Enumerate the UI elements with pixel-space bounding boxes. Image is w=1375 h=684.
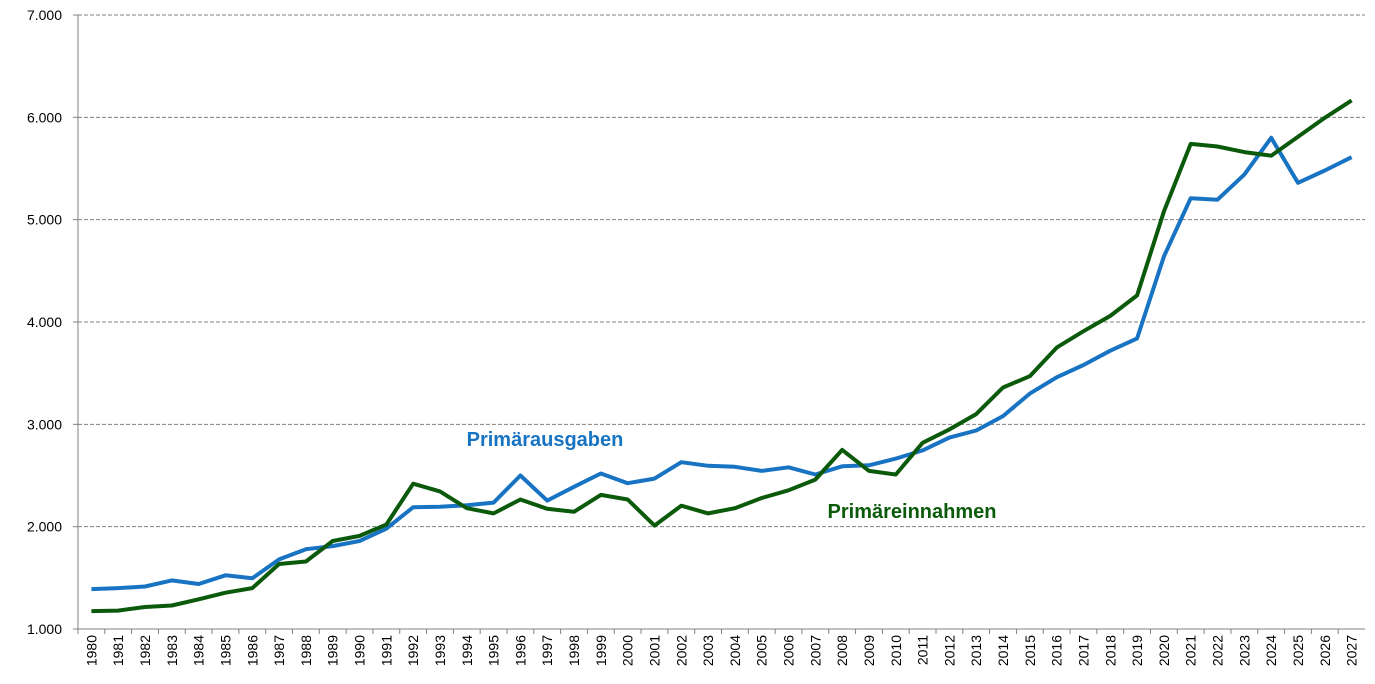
series-line: [91, 98, 1353, 614]
x-tick-label: 1984: [191, 635, 207, 666]
x-tick-label: 2020: [1156, 635, 1172, 666]
x-tick-label: 2027: [1344, 635, 1360, 666]
x-tick-label: 2012: [941, 635, 957, 666]
x-tick-label: 2002: [673, 635, 689, 666]
x-tick-label: 1980: [83, 635, 99, 666]
x-tick-label: 1982: [137, 635, 153, 666]
x-tick-label: 1987: [271, 635, 287, 666]
x-tick-label: 2005: [754, 635, 770, 666]
x-tick-label: 2023: [1236, 635, 1252, 666]
y-tick-label: 1.000: [27, 621, 62, 637]
x-tick-label: 2019: [1129, 635, 1145, 666]
x-tick-label: 2017: [1075, 635, 1091, 666]
x-tick-label: 2024: [1263, 635, 1279, 666]
x-tick-label: 2018: [1102, 635, 1118, 666]
x-tick-label: 1996: [512, 635, 528, 666]
x-tick-label: 2026: [1317, 635, 1333, 666]
x-tick-label: 1994: [459, 635, 475, 666]
x-tick-label: 2016: [1049, 635, 1065, 666]
x-tick-label: 2001: [646, 635, 662, 666]
x-tick-label: 2010: [888, 635, 904, 666]
x-tick-label: 1995: [486, 635, 502, 666]
x-tick-label: 2011: [915, 635, 931, 665]
x-tick-label: 2009: [861, 635, 877, 666]
y-tick-label: 4.000: [27, 314, 62, 330]
series-line: [91, 135, 1353, 592]
x-tick-label: 2007: [807, 635, 823, 666]
y-tick-label: 2.000: [27, 519, 62, 535]
x-tick-label: 2004: [727, 635, 743, 666]
x-tick-label: 2003: [700, 635, 716, 666]
y-tick-label: 5.000: [27, 212, 62, 228]
x-tick-label: 2021: [1183, 635, 1199, 666]
x-tick-label: 1998: [566, 635, 582, 666]
x-tick-label: 1985: [217, 635, 233, 666]
x-tick-label: 1989: [325, 635, 341, 666]
x-tick-label: 2014: [995, 635, 1011, 666]
x-tick-label: 1988: [298, 635, 314, 666]
x-tick-label: 2006: [781, 635, 797, 666]
y-tick-label: 7.000: [27, 7, 62, 23]
x-tick-label: 2000: [620, 635, 636, 666]
x-tick-label: 1992: [405, 635, 421, 666]
x-tick-label: 1981: [110, 635, 126, 666]
x-tick-label: 1993: [432, 635, 448, 666]
x-tick-label: 1997: [539, 635, 555, 666]
y-tick-label: 3.000: [27, 416, 62, 432]
x-tick-label: 1986: [244, 635, 260, 666]
x-tick-label: 2022: [1210, 635, 1226, 666]
x-tick-label: 1990: [352, 635, 368, 666]
series-label: Primärausgaben: [467, 429, 624, 451]
x-tick-label: 2025: [1290, 635, 1306, 666]
y-tick-label: 6.000: [27, 109, 62, 125]
x-tick-label: 2015: [1022, 635, 1038, 666]
x-tick-label: 1983: [164, 635, 180, 666]
x-tick-label: 2008: [834, 635, 850, 666]
x-tick-label: 1991: [378, 635, 394, 666]
series-label: Primäreinnahmen: [828, 501, 997, 523]
x-tick-label: 2013: [968, 635, 984, 666]
x-tick-label: 1999: [593, 635, 609, 666]
